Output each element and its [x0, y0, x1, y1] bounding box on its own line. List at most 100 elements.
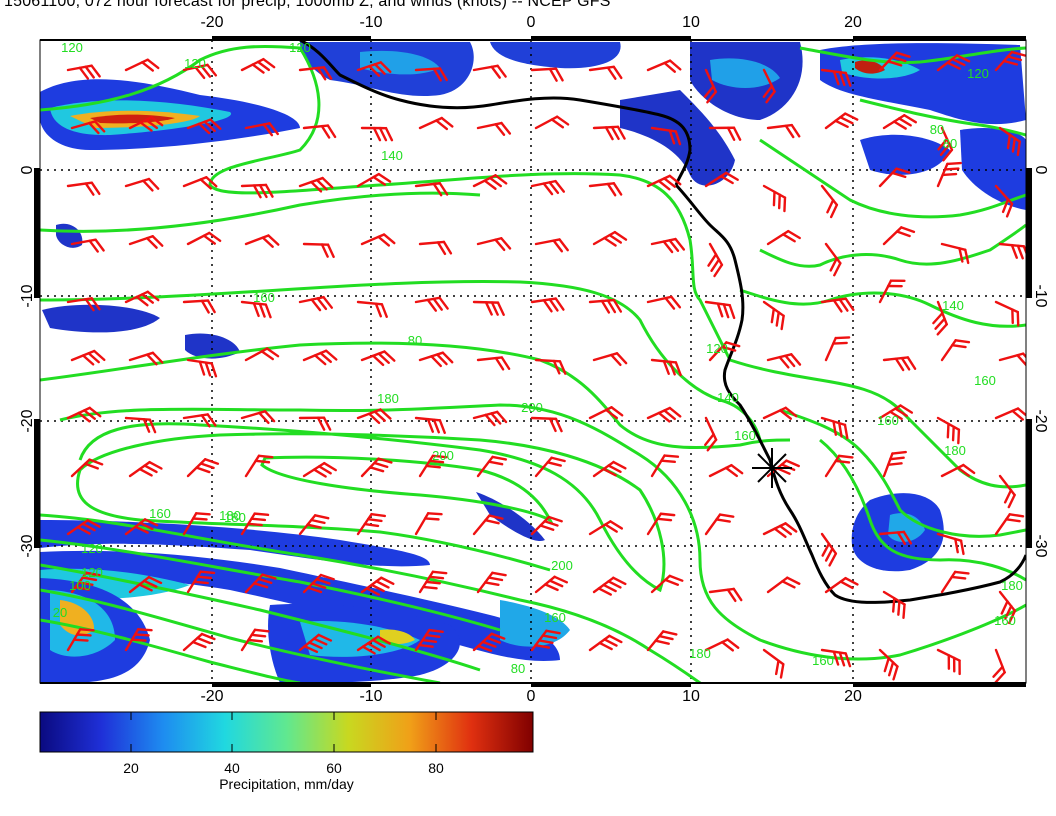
wind-barb [418, 351, 454, 368]
wind-barb [124, 628, 153, 652]
wind-barb [936, 54, 971, 72]
wind-barb [302, 242, 335, 259]
wind-barb [476, 571, 507, 594]
lon-tick-label: 20 [844, 688, 862, 705]
wind-barb [186, 358, 218, 378]
lat-tick-label: 0 [1032, 166, 1049, 175]
wind-barb [186, 458, 220, 478]
wind-barb [820, 416, 849, 440]
contour-label: 160 [994, 613, 1016, 628]
wind-barb [70, 238, 105, 253]
wind-barb [534, 456, 566, 478]
wind-barb [302, 349, 338, 366]
contour-label: 120 [967, 66, 989, 81]
wind-barb [356, 61, 392, 77]
contour-200 [76, 422, 666, 593]
contour-label: 180 [1001, 578, 1023, 593]
contour-label: 160 [877, 413, 899, 428]
contour-120-south [40, 563, 481, 672]
wind-barbs [66, 50, 1026, 683]
wind-barb [766, 123, 801, 139]
map-title: 15061100, 072 hour forecast for precip, … [4, 0, 611, 10]
contour-label-group: 120 120 120 140 160 80 180 200 180 160 120 200 160 18… [53, 40, 1023, 676]
wind-barb [70, 120, 106, 135]
wind-barb [530, 515, 563, 536]
wind-barb [882, 226, 916, 246]
contour-east-land-4 [779, 408, 1026, 538]
lat-tick-label: -20 [19, 409, 36, 432]
contour-label: 120 [184, 56, 206, 71]
frame-bar [531, 683, 691, 687]
frame-bar [34, 421, 40, 546]
wind-barb [298, 66, 333, 81]
lat-tick-label: -10 [1032, 284, 1049, 307]
frame-bar [212, 36, 371, 40]
wind-barb [650, 574, 684, 594]
lon-tick-label: 10 [682, 688, 700, 705]
contour-label: 120 [81, 541, 103, 556]
wind-barb [994, 513, 1025, 536]
wind-barb [530, 67, 564, 82]
wind-barb [240, 183, 274, 199]
graticule-grid [34, 36, 1032, 687]
lat-tick-label: -10 [19, 284, 36, 307]
wind-barb [708, 463, 744, 478]
wind-barb [762, 68, 776, 104]
wind-barb [992, 648, 1006, 683]
wind-barb [878, 167, 911, 188]
latitude-labels-left: 0 -10 -20 -30 [19, 165, 36, 557]
contour-label: 200 [432, 448, 454, 463]
wind-barb [878, 279, 906, 304]
wind-barb [418, 570, 448, 594]
wind-barb [940, 463, 976, 478]
wind-barb [882, 114, 917, 130]
contour-north-east-3 [759, 138, 1026, 219]
wind-barb [186, 118, 222, 135]
wind-barb [592, 230, 628, 247]
wind-barb [882, 590, 906, 619]
contour-label: 160 [544, 610, 566, 625]
latitude-labels-right: 0 -10 -20 -30 [1032, 166, 1049, 558]
wind-barb [360, 576, 395, 596]
wind-barb [703, 68, 718, 104]
wind-barb [298, 514, 330, 536]
wind-barb [998, 590, 1017, 625]
wind-barb [588, 406, 624, 420]
contour-north-east-1 [799, 46, 1026, 64]
wind-barb [766, 576, 801, 594]
precip-blob-north-itcz [40, 79, 300, 150]
wind-barb [244, 122, 279, 137]
wind-barb [66, 628, 95, 652]
contour-label: 180 [219, 508, 241, 523]
wind-barb [472, 514, 504, 536]
lon-tick-label: 10 [682, 14, 700, 31]
wind-barb [994, 300, 1020, 327]
contour-label: 160 [253, 290, 275, 305]
wind-barb [414, 628, 444, 652]
wind-barb [878, 51, 911, 72]
wind-barb [994, 184, 1014, 218]
wind-barb [588, 65, 623, 80]
contour-label: 140 [381, 148, 403, 163]
wind-barb [476, 237, 512, 252]
lon-tick-label: -20 [200, 14, 223, 31]
wind-barb [298, 633, 333, 654]
wind-barb [762, 522, 798, 538]
colorbar-swatch [39, 711, 534, 753]
wind-barb [762, 406, 798, 420]
lon-tick-label: 0 [527, 14, 536, 31]
colorbar-tick-labels: 20 40 60 80 [123, 760, 444, 776]
contour-label: 160 [734, 428, 756, 443]
wind-barb [646, 630, 678, 652]
wind-barb [302, 461, 337, 478]
contour-160-south [40, 513, 703, 683]
wind-barb [414, 416, 446, 435]
wind-barb [182, 63, 218, 80]
wind-barb [360, 457, 393, 478]
lon-tick-label: 0 [527, 688, 536, 705]
wind-barb [882, 356, 917, 372]
wind-barb [534, 115, 570, 130]
wind-barb [186, 231, 222, 246]
wind-barb [824, 576, 859, 594]
wind-barb [936, 161, 962, 188]
